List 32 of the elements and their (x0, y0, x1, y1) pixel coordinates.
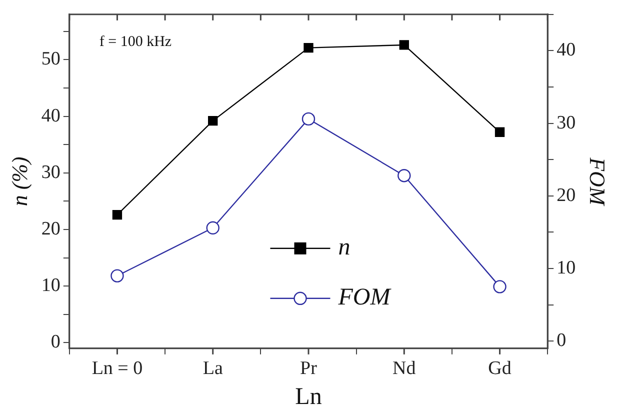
point (494, 127, 505, 137)
x-tick-label: La (202, 358, 224, 379)
y2-tick-label: 20 (556, 184, 576, 206)
point (398, 168, 411, 182)
y2-tick-label: 40 (556, 40, 576, 61)
y-tick-label: 30 (41, 162, 60, 183)
point (208, 116, 218, 126)
y-tick-label: 50 (41, 48, 60, 70)
x-axis-title: Ln (295, 384, 322, 410)
point (399, 40, 409, 50)
point (206, 221, 220, 234)
point (112, 210, 122, 220)
y-tick-label: 40 (41, 105, 60, 126)
x-tick-label: Ln = 0 (92, 358, 143, 379)
y-tick-label: 10 (41, 275, 60, 296)
y2-axis-title: FOM (585, 156, 610, 207)
point (302, 112, 316, 126)
point (304, 42, 314, 53)
legend-label: n (338, 234, 350, 261)
x-tick-label: Pr (300, 358, 318, 379)
x-tick-label: Gd (488, 358, 512, 379)
annotation: f = 100 kHz (99, 34, 172, 50)
legend-label: FOM (337, 284, 392, 311)
y-tick-label: 0 (50, 332, 60, 353)
y-axis-title: n (%) (6, 156, 32, 206)
x-tick-label: Nd (392, 358, 416, 379)
y2-tick-label: 30 (556, 112, 576, 134)
y2-tick-label: 0 (556, 330, 566, 352)
y2-tick-label: 10 (556, 258, 576, 279)
point (493, 280, 506, 294)
y-tick-label: 20 (41, 218, 60, 240)
point (110, 269, 124, 282)
